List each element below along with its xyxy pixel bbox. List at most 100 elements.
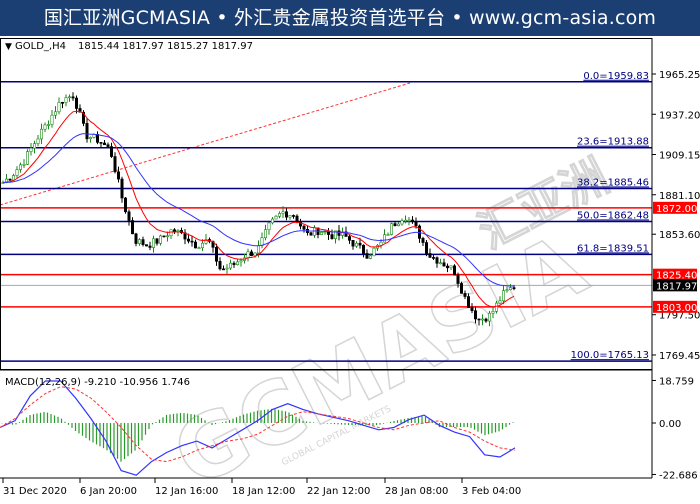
candle-body: [452, 265, 456, 276]
candle-body: [25, 151, 29, 165]
candle-body: [386, 234, 390, 236]
candle-body: [508, 287, 512, 291]
price-tick-label: 1965.25: [659, 70, 700, 81]
symbol-label: GOLD_,H4: [15, 41, 66, 52]
candle-body: [145, 244, 149, 247]
candle-body: [456, 274, 460, 284]
price-chart[interactable]: GCMASIA GLOBAL CAPITAL MARKETS 汇亚洲 0.0=1…: [0, 36, 700, 504]
candle-body: [12, 175, 16, 181]
candle-body: [36, 138, 40, 144]
macd-tick-label: 0.00: [659, 419, 681, 430]
candle-body: [127, 211, 131, 221]
time-tick-label: 18 Jan 12:00: [232, 486, 295, 497]
time-tick-label: 28 Jan 08:00: [385, 486, 448, 497]
price-tick-label: 1797.50: [659, 311, 700, 322]
candle-body: [347, 236, 351, 241]
candle-body: [309, 232, 313, 236]
candle-body: [267, 222, 271, 230]
candle-body: [39, 128, 43, 140]
candle-body: [459, 283, 463, 294]
time-tick-label: 22 Jan 12:00: [307, 486, 370, 497]
candle-body: [389, 223, 393, 235]
fib-label: 38.2=1885.46: [577, 177, 649, 188]
candle-body: [256, 245, 260, 254]
candle-body: [22, 163, 26, 166]
candle-body: [222, 268, 226, 271]
candle-body: [484, 318, 488, 322]
candle-body: [57, 102, 61, 113]
candle-body: [414, 221, 418, 227]
level-price-box: [653, 300, 697, 313]
price-tick-label: 1769.45: [659, 351, 700, 362]
candle-body: [141, 239, 145, 245]
price-tick-label: 1909.15: [659, 151, 700, 162]
candle-body: [505, 289, 509, 292]
candle-body: [110, 146, 114, 157]
candle-body: [403, 219, 407, 222]
macd-main-line: [0, 380, 516, 476]
candle-body: [330, 234, 334, 239]
candle-body: [46, 124, 50, 126]
candle-body: [410, 219, 414, 223]
candle-body: [99, 142, 103, 144]
macd-tick-label: 18.759: [659, 376, 694, 387]
candle-body: [78, 108, 82, 113]
main-panel-border: [0, 38, 653, 370]
candle-body: [277, 213, 281, 217]
candle-body: [449, 265, 453, 269]
candle-body: [117, 171, 121, 180]
candle-body: [361, 244, 365, 254]
candle-body: [337, 230, 341, 236]
candle-body: [148, 245, 152, 248]
candle-body: [32, 143, 36, 149]
candle-body: [435, 257, 439, 264]
candle-body: [229, 262, 233, 269]
candle-body: [274, 215, 278, 220]
candle-body: [323, 231, 327, 234]
fib-label: 23.6=1913.88: [577, 137, 649, 148]
candle-body: [187, 238, 191, 242]
candle-body: [166, 235, 170, 238]
candle-body: [445, 265, 449, 269]
candle-body: [236, 261, 240, 265]
time-tick-label: 3 Feb 04:00: [462, 486, 521, 497]
fib-label: 0.0=1959.83: [583, 71, 649, 82]
candle-body: [64, 97, 68, 103]
level-price-label: 1872.00: [656, 204, 697, 215]
candle-body: [312, 227, 316, 236]
level-price-box: [653, 268, 697, 281]
candle-body: [372, 247, 376, 257]
candle-body: [246, 251, 250, 259]
current-price-box: [653, 279, 697, 292]
candle-body: [382, 234, 386, 243]
candle-body: [218, 260, 222, 270]
candle-body: [281, 211, 285, 214]
chart-canvas[interactable]: GCMASIA GLOBAL CAPITAL MARKETS 汇亚洲 0.0=1…: [0, 36, 700, 504]
candle-body: [291, 215, 295, 217]
collapse-triangle-icon[interactable]: ▼: [5, 42, 12, 52]
candle-body: [138, 239, 142, 244]
time-tick-label: 31 Dec 2020: [3, 486, 67, 497]
candle-body: [438, 262, 442, 265]
candle-body: [68, 96, 72, 99]
candle-body: [326, 231, 330, 235]
candle-body: [498, 300, 502, 304]
candle-body: [103, 142, 107, 146]
candle-body: [134, 233, 138, 244]
candle-body: [96, 134, 100, 143]
candle-body: [442, 262, 446, 267]
candle-body: [400, 220, 404, 225]
candle-body: [8, 178, 12, 181]
candle-body: [302, 225, 306, 230]
fib-label: 100.0=1765.13: [571, 350, 649, 361]
candle-body: [333, 230, 337, 239]
candle-body: [18, 164, 22, 170]
level-price-label: 1803.00: [656, 303, 697, 314]
candle-body: [50, 114, 54, 125]
candle-body: [466, 296, 470, 308]
candle-body: [131, 220, 135, 235]
candle-body: [190, 240, 194, 243]
candle-body: [512, 287, 516, 289]
candle-body: [113, 156, 117, 173]
candle-body: [215, 247, 219, 262]
